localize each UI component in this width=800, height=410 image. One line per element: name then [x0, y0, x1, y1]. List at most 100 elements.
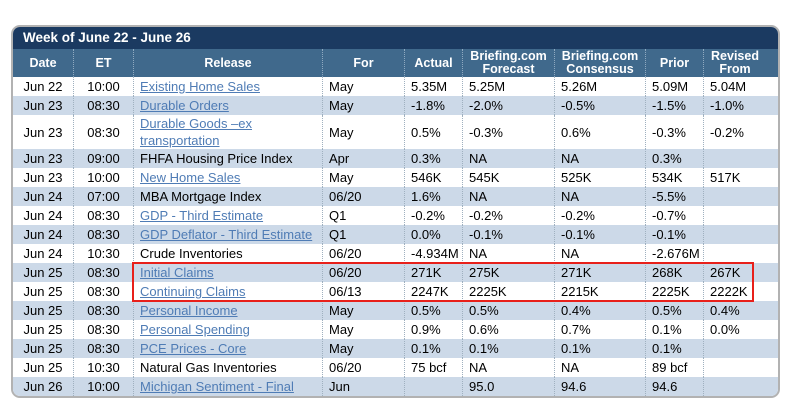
revised-cell: 5.04M [703, 77, 766, 96]
actual-cell: 1.6% [404, 187, 462, 206]
actual-cell: 546K [404, 168, 462, 187]
et-cell: 10:00 [73, 377, 133, 396]
for-cell: May [322, 301, 404, 320]
consensus-cell: 0.6% [554, 115, 645, 149]
table-row: Jun 23 08:30 Durable Orders May -1.8% -2… [13, 96, 778, 115]
table-header-row: Date ET Release For Actual Briefing.com Forec… [13, 49, 778, 77]
table-row: Jun 25 08:30 PCE Prices - Core May 0.1% … [13, 339, 778, 358]
for-cell: 06/20 [322, 187, 404, 206]
revised-cell: -1.0% [703, 96, 766, 115]
release-link[interactable]: PCE Prices - Core [140, 341, 247, 356]
for-cell: 06/20 [322, 358, 404, 377]
economic-calendar-panel: Week of June 22 - June 26 Date ET Release F… [11, 25, 780, 398]
revised-cell [703, 225, 766, 244]
revised-cell [703, 149, 766, 168]
release-link[interactable]: Existing Home Sales [140, 79, 260, 94]
prior-cell: 0.1% [645, 339, 703, 358]
prior-cell: -5.5% [645, 187, 703, 206]
release-cell: Continuing Claims [133, 282, 322, 301]
column-header-revised: Revised From [703, 49, 766, 77]
for-cell: Apr [322, 149, 404, 168]
release-cell: Durable Goods –ex transportation [133, 115, 322, 149]
prior-cell: -0.7% [645, 206, 703, 225]
actual-cell: 0.1% [404, 339, 462, 358]
date-cell: Jun 23 [23, 151, 63, 166]
revised-cell: 0.4% [703, 301, 766, 320]
revised-cell [703, 377, 766, 396]
column-header-et: ET [73, 49, 133, 77]
table-row: Jun 23 10:00 New Home Sales May 546K 545… [13, 168, 778, 187]
consensus-cell: 2215K [554, 282, 645, 301]
for-cell: Jun [322, 377, 404, 396]
consensus-cell: -0.5% [554, 96, 645, 115]
column-header-actual: Actual [404, 49, 462, 77]
release-cell: Michigan Sentiment - Final [133, 377, 322, 396]
date-cell: Jun 25 [23, 341, 63, 356]
release-cell: Natural Gas Inventories [133, 358, 322, 377]
et-cell: 08:30 [73, 115, 133, 149]
et-cell: 08:30 [73, 96, 133, 115]
for-cell: May [322, 77, 404, 96]
forecast-cell: NA [462, 358, 554, 377]
date-cell: Jun 24 [23, 246, 63, 261]
prior-cell: 89 bcf [645, 358, 703, 377]
for-cell: May [322, 115, 404, 149]
actual-cell: 0.3% [404, 149, 462, 168]
prior-cell: 268K [645, 263, 703, 282]
consensus-cell: 271K [554, 263, 645, 282]
forecast-cell: NA [462, 244, 554, 263]
et-cell: 08:30 [73, 225, 133, 244]
release-link[interactable]: Durable Goods –ex transportation [140, 116, 253, 148]
forecast-cell: 0.6% [462, 320, 554, 339]
prior-cell: 0.1% [645, 320, 703, 339]
date-cell: Jun 25 [23, 284, 63, 299]
for-cell: Q1 [322, 225, 404, 244]
week-title: Week of June 22 - June 26 [13, 27, 778, 49]
table-row: Jun 23 08:30 Durable Goods –ex transport… [13, 115, 778, 149]
revised-cell: 517K [703, 168, 766, 187]
consensus-cell: -0.1% [554, 225, 645, 244]
actual-cell: -0.2% [404, 206, 462, 225]
et-cell: 08:30 [73, 301, 133, 320]
prior-cell: 5.09M [645, 77, 703, 96]
et-cell: 10:00 [73, 168, 133, 187]
release-link[interactable]: Personal Spending [140, 322, 250, 337]
consensus-cell: 525K [554, 168, 645, 187]
release-cell: GDP - Third Estimate [133, 206, 322, 225]
release-link[interactable]: GDP Deflator - Third Estimate [140, 227, 313, 242]
release-cell: Durable Orders [133, 96, 322, 115]
revised-cell: 267K [703, 263, 766, 282]
release-link[interactable]: New Home Sales [140, 170, 241, 185]
forecast-cell: -2.0% [462, 96, 554, 115]
et-cell: 10:00 [73, 77, 133, 96]
release-link: Crude Inventories [140, 246, 243, 261]
release-link[interactable]: GDP - Third Estimate [140, 208, 264, 223]
actual-cell: -4.934M [404, 244, 462, 263]
release-link[interactable]: Michigan Sentiment - Final [140, 379, 294, 394]
consensus-cell: -0.2% [554, 206, 645, 225]
release-link: MBA Mortgage Index [140, 189, 262, 204]
et-cell: 07:00 [73, 187, 133, 206]
release-link[interactable]: Initial Claims [140, 265, 214, 280]
release-link[interactable]: Continuing Claims [140, 284, 246, 299]
date-cell: Jun 23 [23, 124, 63, 140]
release-link[interactable]: Personal Income [140, 303, 238, 318]
revised-cell [703, 244, 766, 263]
table-row: Jun 24 08:30 GDP Deflator - Third Estima… [13, 225, 778, 244]
actual-cell: -1.8% [404, 96, 462, 115]
date-cell: Jun 24 [23, 189, 63, 204]
forecast-cell: 0.1% [462, 339, 554, 358]
date-cell: Jun 25 [23, 265, 63, 280]
actual-cell: 0.0% [404, 225, 462, 244]
actual-cell: 0.5% [404, 115, 462, 149]
release-cell: GDP Deflator - Third Estimate [133, 225, 322, 244]
for-cell: May [322, 96, 404, 115]
prior-cell: 0.5% [645, 301, 703, 320]
date-cell: Jun 25 [23, 360, 63, 375]
date-cell: Jun 25 [23, 303, 63, 318]
forecast-cell: -0.2% [462, 206, 554, 225]
release-link[interactable]: Durable Orders [140, 98, 229, 113]
prior-cell: -2.676M [645, 244, 703, 263]
forecast-cell: 2225K [462, 282, 554, 301]
column-header-prior: Prior [645, 49, 703, 77]
